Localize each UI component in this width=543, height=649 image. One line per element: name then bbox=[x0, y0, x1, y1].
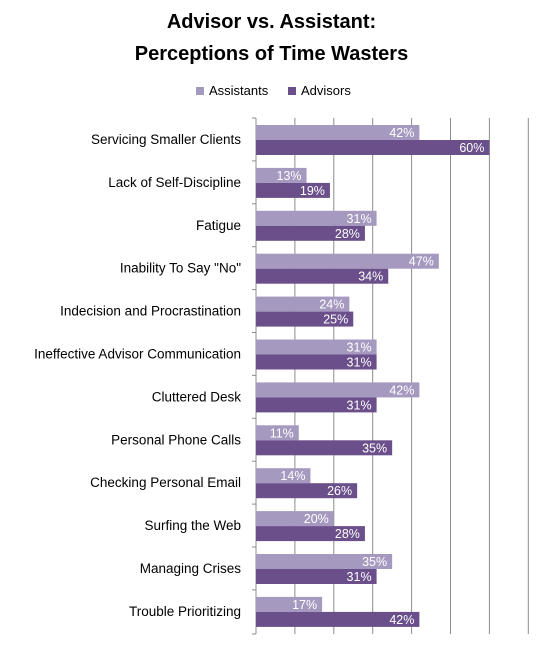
category-label: Personal Phone Calls bbox=[111, 432, 241, 447]
data-label-assistants: 31% bbox=[347, 341, 372, 355]
category-label: Trouble Prioritizing bbox=[129, 604, 241, 619]
data-label-assistants: 20% bbox=[304, 512, 329, 526]
bar-advisors bbox=[256, 397, 377, 413]
legend-label-advisors: Advisors bbox=[301, 83, 351, 98]
legend-item-advisors: Advisors bbox=[288, 83, 351, 98]
data-label-advisors: 31% bbox=[347, 398, 372, 412]
category-label: Fatigue bbox=[196, 218, 241, 233]
bar-assistants bbox=[256, 167, 307, 183]
category-label: Cluttered Desk bbox=[152, 389, 242, 404]
data-label-assistants: 24% bbox=[319, 298, 344, 312]
data-label-advisors: 19% bbox=[300, 184, 325, 198]
bar-assistants bbox=[256, 339, 377, 355]
category-label: Ineffective Advisor Communication bbox=[34, 347, 241, 362]
data-label-advisors: 35% bbox=[362, 441, 387, 455]
legend-item-assistants: Assistants bbox=[196, 83, 268, 98]
bar-assistants bbox=[256, 253, 439, 269]
chart-title: Advisor vs. Assistant: bbox=[166, 11, 377, 33]
chart-subtitle: Perceptions of Time Wasters bbox=[134, 43, 409, 65]
data-label-advisors: 26% bbox=[327, 484, 352, 498]
category-label: Surfing the Web bbox=[144, 518, 241, 533]
bar-advisors bbox=[256, 182, 330, 198]
data-label-assistants: 35% bbox=[362, 555, 387, 569]
bar-assistants bbox=[256, 511, 334, 527]
data-label-advisors: 28% bbox=[335, 227, 360, 241]
category-label: Servicing Smaller Clients bbox=[91, 132, 241, 147]
category-label: Inability To Say "No" bbox=[120, 261, 241, 276]
bar-assistants bbox=[256, 596, 323, 612]
data-label-advisors: 60% bbox=[459, 141, 484, 155]
bar-advisors bbox=[256, 611, 420, 627]
data-label-assistants: 17% bbox=[292, 598, 317, 612]
data-label-assistants: 42% bbox=[389, 126, 414, 140]
data-label-assistants: 42% bbox=[389, 383, 414, 397]
bar-assistants bbox=[256, 554, 393, 569]
data-label-assistants: 31% bbox=[347, 212, 372, 226]
data-label-advisors: 25% bbox=[323, 313, 348, 327]
category-label: Checking Personal Email bbox=[90, 475, 241, 490]
data-label-advisors: 31% bbox=[347, 356, 372, 370]
bar-advisors bbox=[256, 483, 358, 499]
bar-assistants bbox=[256, 382, 420, 398]
category-label: Lack of Self-Discipline bbox=[108, 175, 241, 190]
category-label: Managing Crises bbox=[140, 561, 242, 576]
category-label: Indecision and Procrastination bbox=[60, 304, 241, 319]
bar-advisors bbox=[256, 268, 389, 284]
data-label-assistants: 47% bbox=[409, 255, 434, 269]
data-label-assistants: 11% bbox=[270, 426, 294, 440]
bar-advisors bbox=[256, 311, 354, 327]
bar-advisors bbox=[256, 526, 365, 542]
data-label-advisors: 31% bbox=[347, 570, 372, 584]
data-label-advisors: 42% bbox=[389, 613, 414, 627]
legend-label-assistants: Assistants bbox=[209, 83, 269, 98]
bar-assistants bbox=[256, 468, 311, 484]
bar-assistants bbox=[256, 296, 350, 312]
bar-assistants bbox=[256, 210, 377, 226]
bar-advisors bbox=[256, 440, 393, 456]
bar-assistants bbox=[256, 125, 420, 140]
legend: Assistants Advisors bbox=[0, 83, 543, 103]
bar-advisors bbox=[256, 225, 365, 241]
bar-advisors bbox=[256, 140, 490, 155]
legend-swatch-assistants bbox=[196, 86, 204, 95]
bar-advisors bbox=[256, 354, 377, 370]
legend-swatch-advisors bbox=[288, 86, 296, 95]
data-label-assistants: 14% bbox=[280, 469, 305, 483]
bar-advisors bbox=[256, 569, 377, 584]
bar-assistants bbox=[256, 425, 299, 441]
data-label-advisors: 28% bbox=[335, 527, 360, 541]
data-label-advisors: 34% bbox=[358, 270, 383, 284]
data-label-assistants: 13% bbox=[277, 169, 302, 183]
